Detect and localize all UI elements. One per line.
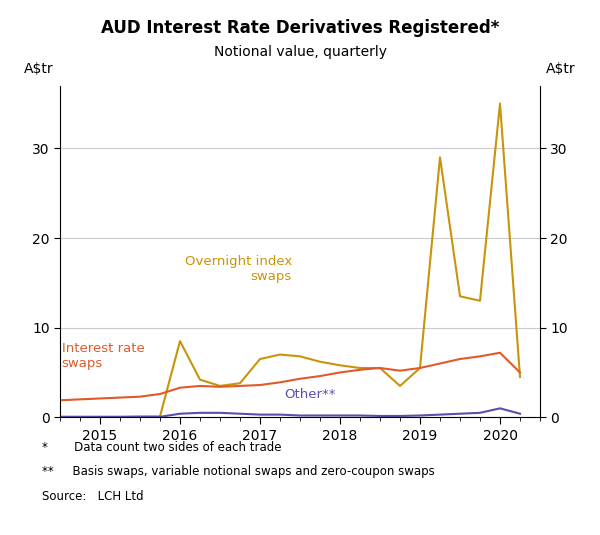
Text: Overnight index
swaps: Overnight index swaps	[185, 255, 292, 284]
Text: A$tr: A$tr	[24, 62, 53, 75]
Text: Source:   LCH Ltd: Source: LCH Ltd	[42, 490, 143, 502]
Text: *       Data count two sides of each trade: * Data count two sides of each trade	[42, 441, 281, 454]
Text: A$tr: A$tr	[547, 62, 576, 75]
Text: Interest rate
swaps: Interest rate swaps	[62, 342, 145, 370]
Text: AUD Interest Rate Derivatives Registered*: AUD Interest Rate Derivatives Registered…	[101, 19, 499, 37]
Text: Other**: Other**	[284, 388, 335, 401]
Text: Notional value, quarterly: Notional value, quarterly	[214, 45, 386, 59]
Text: **     Basis swaps, variable notional swaps and zero-coupon swaps: ** Basis swaps, variable notional swaps …	[42, 465, 435, 478]
